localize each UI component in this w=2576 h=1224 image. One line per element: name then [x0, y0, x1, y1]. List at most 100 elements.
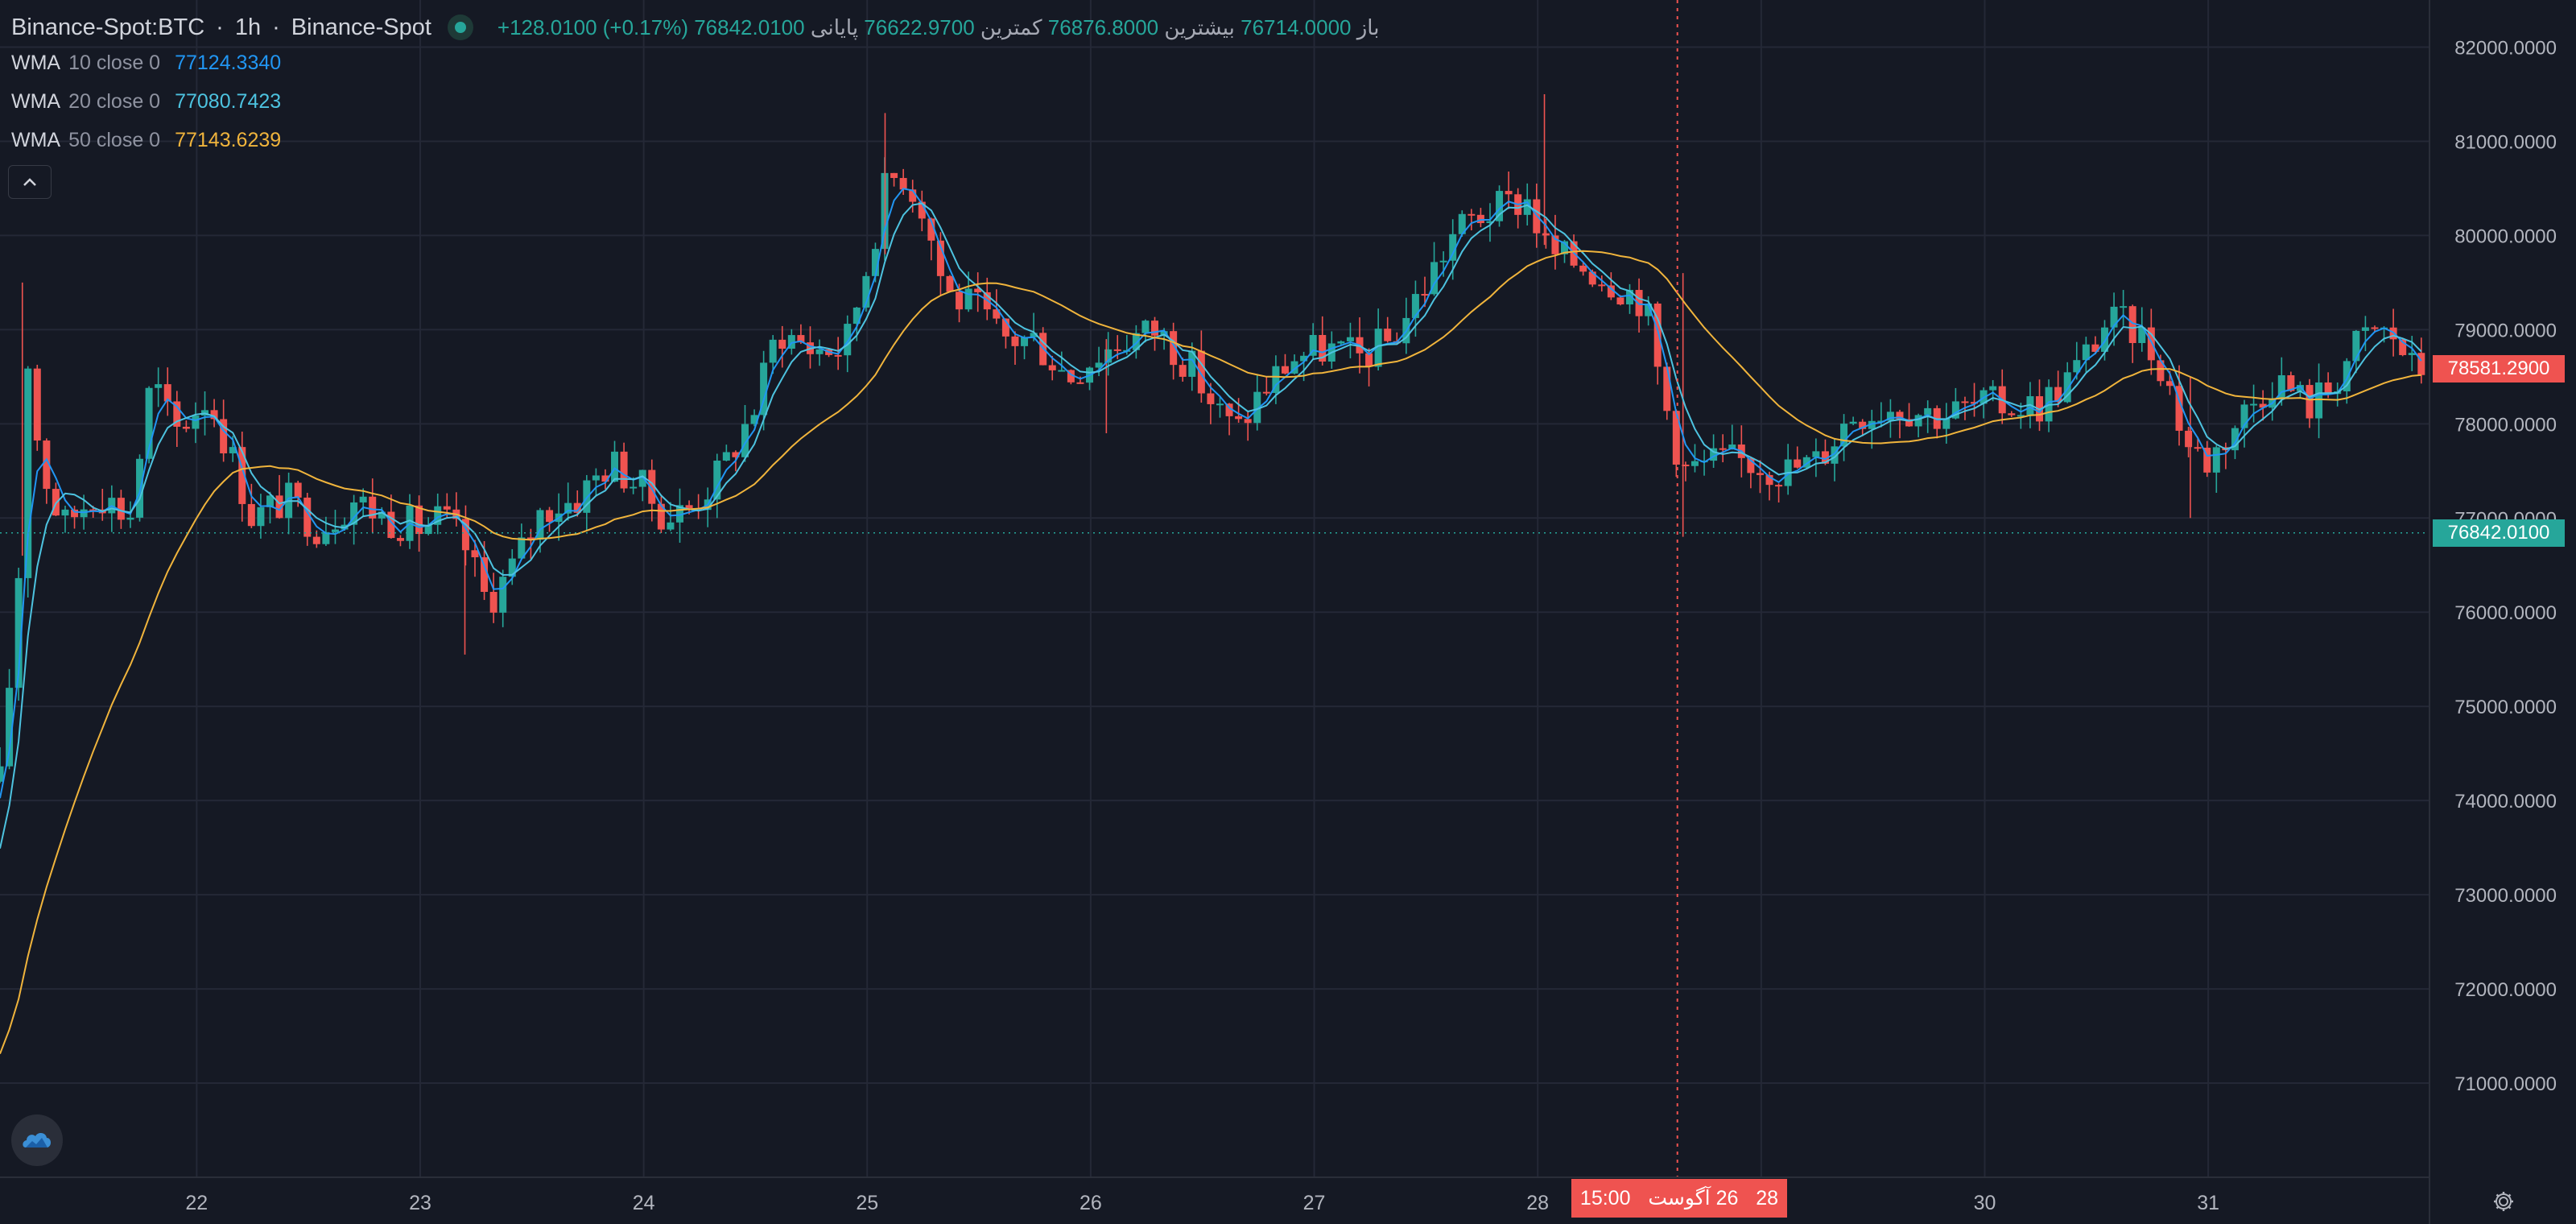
price-axis[interactable]: 71000.0000 72000.0000 73000.0000 74000.0000…	[2429, 0, 2557, 1224]
candle-body	[1021, 337, 1029, 346]
candle-body	[52, 489, 60, 516]
candle-body	[396, 538, 404, 541]
candle-body	[2128, 306, 2136, 343]
candle-body	[1505, 191, 1513, 195]
candle-body	[1849, 421, 1857, 424]
change-value: +128.0100 (+0.17%)	[497, 14, 688, 39]
candle-body	[2399, 339, 2407, 355]
candle-body	[303, 497, 312, 537]
crosshair-time: 15:00	[1579, 1186, 1631, 1210]
crosshair-date: 26 آگوست	[1648, 1186, 1738, 1210]
candle-body	[2324, 382, 2332, 395]
candle-body	[1905, 419, 1913, 427]
candle-body	[2063, 372, 2071, 403]
candle-body	[1439, 260, 1447, 263]
candle-body	[2343, 361, 2351, 391]
candle-body	[834, 354, 842, 357]
candle-body	[722, 452, 730, 461]
candle-body	[220, 419, 228, 453]
candle-body	[312, 536, 320, 544]
candle-body	[471, 550, 479, 558]
candle-body	[648, 469, 656, 504]
candle-body	[1449, 234, 1457, 261]
status-dot-icon	[447, 14, 473, 40]
indicator-row-wma10[interactable]: WMA 10 close 0 77124.3340	[11, 43, 1379, 82]
candle-body	[2194, 447, 2202, 449]
candle-body	[1728, 445, 1736, 449]
close-value: 76842.0100	[694, 14, 805, 39]
time-tick-label: 28	[1526, 1192, 1549, 1214]
candle-body	[2175, 386, 2183, 431]
candle-body	[638, 469, 646, 487]
candle-body	[2185, 430, 2193, 448]
price-tick-label: 74000.0000	[2454, 791, 2557, 813]
candle-body	[1476, 214, 1484, 224]
candle-body	[489, 592, 497, 613]
candle-body	[1030, 333, 1038, 337]
candle-body	[1384, 329, 1392, 341]
candle-body	[936, 240, 944, 276]
candle-body	[956, 292, 964, 310]
collapse-legend-button[interactable]	[8, 165, 52, 199]
crosshair-day: 26	[1715, 1187, 1739, 1210]
candle-body	[1011, 336, 1019, 346]
candle-body	[1468, 213, 1476, 216]
candle-body	[1645, 303, 1653, 316]
candle-body	[1588, 271, 1596, 285]
chart-grid	[0, 0, 2429, 1177]
price-tick-label: 80000.0000	[2454, 225, 2557, 247]
candle-body	[871, 249, 879, 276]
candle-body	[1951, 401, 1959, 419]
candle-body	[1337, 341, 1345, 344]
candle-body	[1868, 420, 1876, 429]
candle-body	[1942, 418, 1951, 429]
candle-body	[1150, 320, 1158, 336]
candle-body	[43, 440, 51, 490]
symbol-name[interactable]: Binance-Spot:BTC	[11, 14, 205, 40]
candle-body	[946, 275, 954, 292]
time-tick-label: 24	[633, 1192, 655, 1214]
candle-body	[1300, 355, 1308, 362]
candle-body	[275, 495, 283, 519]
crosshair-year: 28	[1756, 1186, 1779, 1210]
candle-body	[2417, 353, 2425, 375]
candle-body	[182, 426, 190, 429]
candle-body	[369, 496, 377, 519]
candle-body	[909, 189, 917, 202]
candle-body	[1747, 457, 1755, 473]
candle-body	[1160, 331, 1168, 336]
candle-body	[1496, 191, 1504, 221]
cloud-logo-icon[interactable]	[11, 1114, 63, 1166]
separator-dot: ·	[216, 14, 224, 40]
candle-body	[2147, 327, 2155, 361]
candle-body	[6, 688, 14, 767]
indicator-row-wma50[interactable]: WMA 50 close 0 77143.6239	[11, 121, 1379, 159]
interval-label[interactable]: 1h	[234, 14, 262, 40]
candle-body	[1812, 451, 1820, 457]
high-value: 76876.8000	[1047, 14, 1159, 39]
candle-body	[1290, 361, 1298, 374]
candle-body	[1971, 402, 1979, 404]
moving-average-lines	[0, 188, 2422, 1055]
candle-body	[257, 507, 265, 527]
candle-body	[1272, 366, 1280, 393]
time-axis[interactable]: 22232425262728293031	[0, 1176, 2429, 1214]
candle-body	[322, 531, 330, 544]
candle-body	[1579, 265, 1587, 272]
candle-body	[769, 339, 777, 363]
candle-body	[2212, 447, 2220, 473]
indicator-row-wma20[interactable]: WMA 20 close 0 77080.7423	[11, 82, 1379, 121]
candle-body	[1411, 294, 1419, 318]
candle-body	[443, 506, 451, 510]
gear-icon[interactable]	[2487, 1185, 2520, 1218]
candle-body	[126, 517, 134, 520]
candle-body	[1775, 485, 1783, 487]
candle-body	[676, 505, 684, 523]
candle-body	[1374, 329, 1382, 367]
indicator-params: 10 close 0	[68, 51, 161, 74]
logo-shape	[23, 1133, 52, 1148]
candle-body	[918, 201, 926, 219]
candle-body	[136, 458, 144, 518]
candle-body	[1840, 424, 1848, 447]
